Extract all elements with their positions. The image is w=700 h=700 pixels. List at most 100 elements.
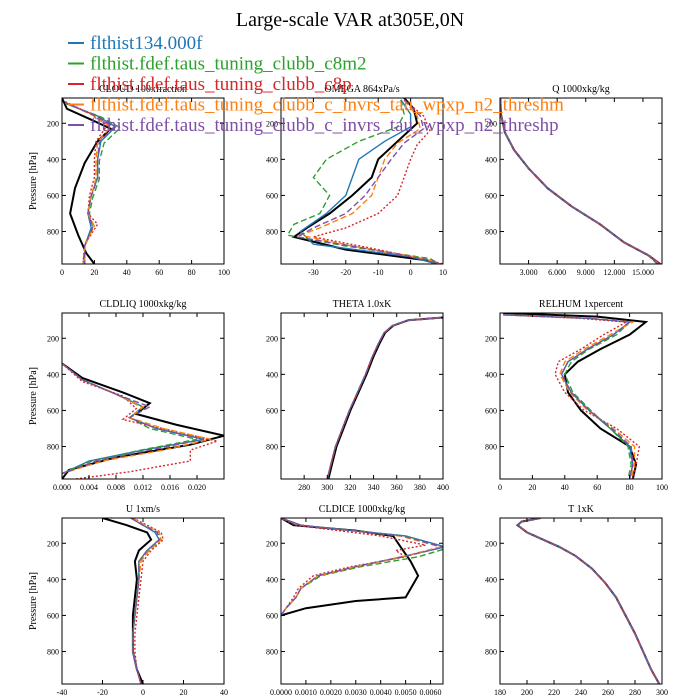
y-tick-label: 800 bbox=[47, 443, 59, 452]
series-group bbox=[62, 98, 122, 264]
panel-1: -30 -20 -10 0 10 200 400 600 800 OMEGA 864xPa/s bbox=[266, 84, 447, 277]
series-group bbox=[503, 313, 649, 479]
legend-label: flthist.fdef.taus_tuning_clubb_c_invrs_t… bbox=[90, 95, 564, 116]
x-tick-label: 0.012 bbox=[134, 483, 152, 492]
panel-title: T 1xK bbox=[568, 504, 594, 515]
legend-entry: flthist.fdef.taus_tuning_clubb_c8p bbox=[68, 74, 352, 95]
series-line-2 bbox=[326, 317, 441, 479]
series-line-4 bbox=[516, 518, 660, 684]
y-tick-label: 600 bbox=[47, 406, 59, 415]
panel-5: 0 20 40 60 80 100 200 400 600 800 RELHUM 1xpercent bbox=[485, 299, 668, 492]
panel-0: 0 20 40 60 80 100 200 400 600 800 CLOUD 100xfracti… bbox=[28, 84, 230, 277]
series-line-3 bbox=[326, 317, 441, 479]
series-line-0 bbox=[327, 316, 443, 479]
series-line-5 bbox=[326, 317, 441, 479]
series-line-4 bbox=[326, 317, 441, 479]
series-line-5 bbox=[130, 518, 160, 684]
x-tick-label: -40 bbox=[57, 688, 68, 697]
y-axis-label: Pressure [hPa] bbox=[28, 367, 39, 425]
y-tick-label: 800 bbox=[485, 228, 497, 237]
plot-frame bbox=[280, 312, 444, 480]
legend-entry: flthist.fdef.taus_tuning_clubb_c8m2 bbox=[68, 54, 367, 75]
x-tick-label: 0.0010 bbox=[295, 688, 317, 697]
y-tick-label: 800 bbox=[266, 228, 278, 237]
x-tick-label: 0.0060 bbox=[420, 688, 442, 697]
y-tick-label: 800 bbox=[47, 648, 59, 657]
x-tick-label: 0.0020 bbox=[320, 688, 342, 697]
panel-title: CLOUD 100xfraction bbox=[99, 84, 187, 95]
x-tick-label: 300 bbox=[656, 688, 668, 697]
plot-frame bbox=[280, 517, 444, 685]
x-tick-label: 0.016 bbox=[161, 483, 179, 492]
y-tick-label: 400 bbox=[485, 370, 497, 379]
x-tick-label: -10 bbox=[373, 268, 384, 277]
y-tick-label: 400 bbox=[266, 155, 278, 164]
x-tick-label: 20 bbox=[90, 268, 98, 277]
series-line-5 bbox=[62, 362, 204, 475]
panel-title: Q 1000xkg/kg bbox=[552, 84, 610, 95]
y-tick-label: 200 bbox=[47, 334, 59, 343]
x-tick-label: 3.000 bbox=[520, 268, 538, 277]
y-tick-label: 600 bbox=[485, 611, 497, 620]
legend: flthist134.000fflthist.fdef.taus_tuning_… bbox=[68, 33, 564, 136]
x-tick-label: 9.000 bbox=[577, 268, 595, 277]
legend-label: flthist134.000f bbox=[90, 33, 203, 54]
y-tick-label: 600 bbox=[47, 191, 59, 200]
series-line-2 bbox=[503, 314, 632, 479]
x-tick-label: 0 bbox=[409, 268, 413, 277]
y-tick-label: 200 bbox=[485, 539, 497, 548]
series-line-4 bbox=[503, 314, 636, 479]
x-tick-label: 0.0050 bbox=[395, 688, 417, 697]
series-line-3 bbox=[503, 314, 641, 479]
series-line-3 bbox=[516, 518, 660, 684]
x-tick-label: 260 bbox=[602, 688, 614, 697]
y-tick-label: 600 bbox=[485, 406, 497, 415]
series-line-2 bbox=[62, 362, 198, 475]
y-tick-label: 400 bbox=[47, 370, 59, 379]
x-tick-label: 40 bbox=[561, 483, 569, 492]
x-tick-label: 300 bbox=[321, 483, 333, 492]
plot-frame bbox=[499, 517, 663, 685]
x-tick-label: 60 bbox=[155, 268, 163, 277]
y-tick-label: 800 bbox=[47, 228, 59, 237]
panel-title: THETA 1.0xK bbox=[333, 299, 392, 310]
plot-frame bbox=[499, 312, 663, 480]
panel-title: OMEGA 864xPa/s bbox=[324, 84, 399, 95]
x-tick-label: 80 bbox=[188, 268, 196, 277]
y-tick-label: 800 bbox=[485, 443, 497, 452]
y-tick-label: 200 bbox=[47, 119, 59, 128]
y-tick-label: 200 bbox=[485, 119, 497, 128]
x-tick-label: 60 bbox=[593, 483, 601, 492]
plot-grid: 0 20 40 60 80 100 200 400 600 800 CLOUD 100xfracti… bbox=[28, 84, 668, 697]
x-tick-label: 0.004 bbox=[80, 483, 98, 492]
series-group bbox=[515, 518, 661, 684]
x-tick-label: 80 bbox=[626, 483, 634, 492]
y-tick-label: 200 bbox=[266, 539, 278, 548]
x-tick-label: 0.0030 bbox=[345, 688, 367, 697]
x-tick-label: 20 bbox=[180, 688, 188, 697]
series-group bbox=[286, 98, 443, 264]
plot-frame bbox=[61, 517, 225, 685]
y-tick-label: 600 bbox=[266, 191, 278, 200]
plot-frame bbox=[499, 97, 663, 265]
panel-3: 0.000 0.004 0.008 0.012 0.016 0.020 200 400 600 8… bbox=[28, 299, 225, 492]
legend-label: flthist.fdef.taus_tuning_clubb_c8p bbox=[90, 74, 352, 95]
y-tick-label: 800 bbox=[485, 648, 497, 657]
series-line-1 bbox=[516, 518, 660, 684]
series-group bbox=[62, 362, 224, 479]
y-tick-label: 600 bbox=[266, 611, 278, 620]
series-line-5 bbox=[500, 98, 659, 264]
x-tick-label: 100 bbox=[218, 268, 230, 277]
y-tick-label: 400 bbox=[266, 370, 278, 379]
y-tick-label: 400 bbox=[47, 575, 59, 584]
y-tick-label: 400 bbox=[485, 155, 497, 164]
x-tick-label: 0.020 bbox=[188, 483, 206, 492]
x-tick-label: 10 bbox=[439, 268, 447, 277]
panel-title: U 1xm/s bbox=[126, 504, 160, 515]
series-line-3 bbox=[313, 99, 443, 264]
x-tick-label: 340 bbox=[368, 483, 380, 492]
series-line-2 bbox=[286, 99, 441, 264]
series-line-4 bbox=[62, 362, 211, 475]
y-tick-label: 600 bbox=[266, 406, 278, 415]
